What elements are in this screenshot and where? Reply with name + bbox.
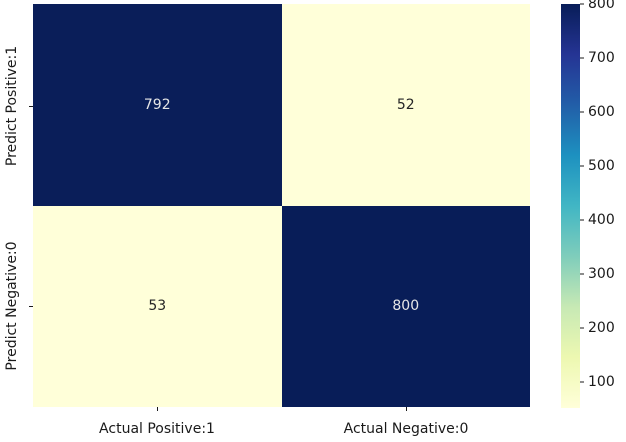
x-tick-mark — [406, 407, 407, 411]
x-tick-mark — [157, 407, 158, 411]
y-tick-label-row1: Predict Positive:1 — [4, 45, 20, 167]
y-tick-label-row2: Predict Negative:0 — [4, 241, 20, 371]
colorbar-tick-label: 300 — [588, 266, 615, 283]
colorbar-tick-mark — [580, 219, 584, 221]
colorbar-tick-label: 100 — [588, 374, 615, 391]
heatmap-cell: 792 — [33, 4, 282, 206]
y-tick-mark — [29, 106, 33, 107]
colorbar-tick-label: 800 — [588, 0, 615, 12]
colorbar-tick-label: 200 — [588, 320, 615, 337]
colorbar-tick-mark — [580, 111, 584, 113]
colorbar-tick-mark — [580, 3, 584, 5]
colorbar-tick-label: 400 — [588, 212, 615, 229]
heatmap-cell: 52 — [281, 4, 530, 206]
colorbar-tick-mark — [580, 57, 584, 59]
y-tick-mark — [29, 306, 33, 307]
heatmap-cell: 800 — [281, 205, 530, 407]
colorbar-tick-mark — [580, 327, 584, 329]
heatmap-plot: 792 52 53 800 — [33, 4, 530, 407]
colorbar-tick-mark — [580, 381, 584, 383]
colorbar-tick-label: 700 — [588, 50, 615, 66]
heatmap-cell: 53 — [33, 205, 282, 407]
colorbar-tick-mark — [580, 273, 584, 275]
colorbar — [561, 4, 580, 408]
colorbar-tick-label: 500 — [588, 158, 615, 175]
x-tick-label-col2: Actual Negative:0 — [343, 421, 469, 437]
colorbar-tick-mark — [580, 165, 584, 167]
x-tick-label-col1: Actual Positive:1 — [99, 421, 215, 437]
colorbar-tick-label: 600 — [588, 104, 615, 121]
